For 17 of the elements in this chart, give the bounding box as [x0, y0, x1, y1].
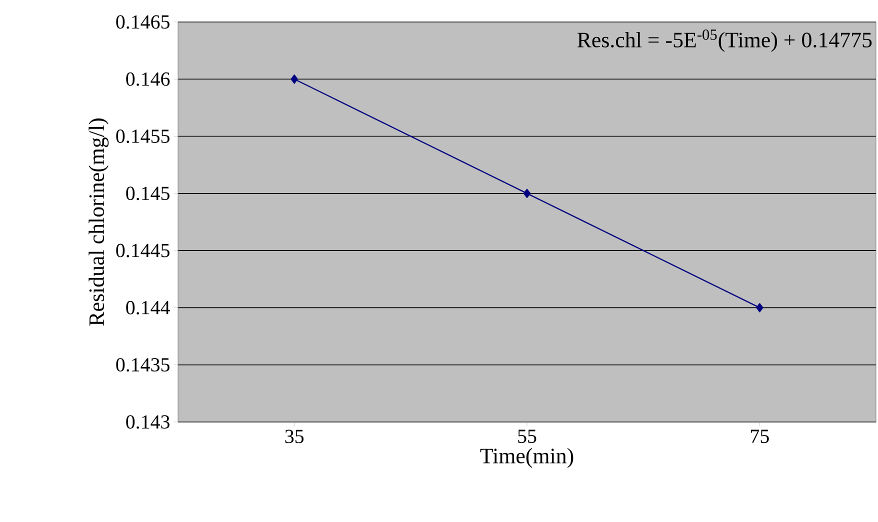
y-axis-title: Residual chlorine(mg/l) — [88, 118, 109, 326]
y-tick-label: 0.144 — [126, 300, 170, 314]
y-tick-label: 0.1445 — [116, 244, 170, 258]
annotation: Res.chl = -5E$^{-05}$(Time) + 0.14775 — [577, 30, 872, 52]
x-tick-label: 35 — [285, 430, 304, 444]
point — [756, 303, 764, 312]
y-tick-label: 0.1455 — [116, 130, 170, 144]
x-axis-title: Time(min) — [480, 448, 574, 468]
point — [290, 74, 298, 84]
x-tick-label: 75 — [751, 430, 769, 443]
y-tick-label: 0.145 — [126, 186, 170, 200]
x-tick-label: 55 — [518, 430, 536, 443]
y-tick-label: 0.1435 — [116, 358, 170, 372]
y-tick-label: 0.146 — [126, 72, 170, 86]
y-tick-label: 0.143 — [126, 415, 170, 429]
y-tick-label: 0.1465 — [116, 15, 170, 29]
point — [523, 188, 531, 198]
